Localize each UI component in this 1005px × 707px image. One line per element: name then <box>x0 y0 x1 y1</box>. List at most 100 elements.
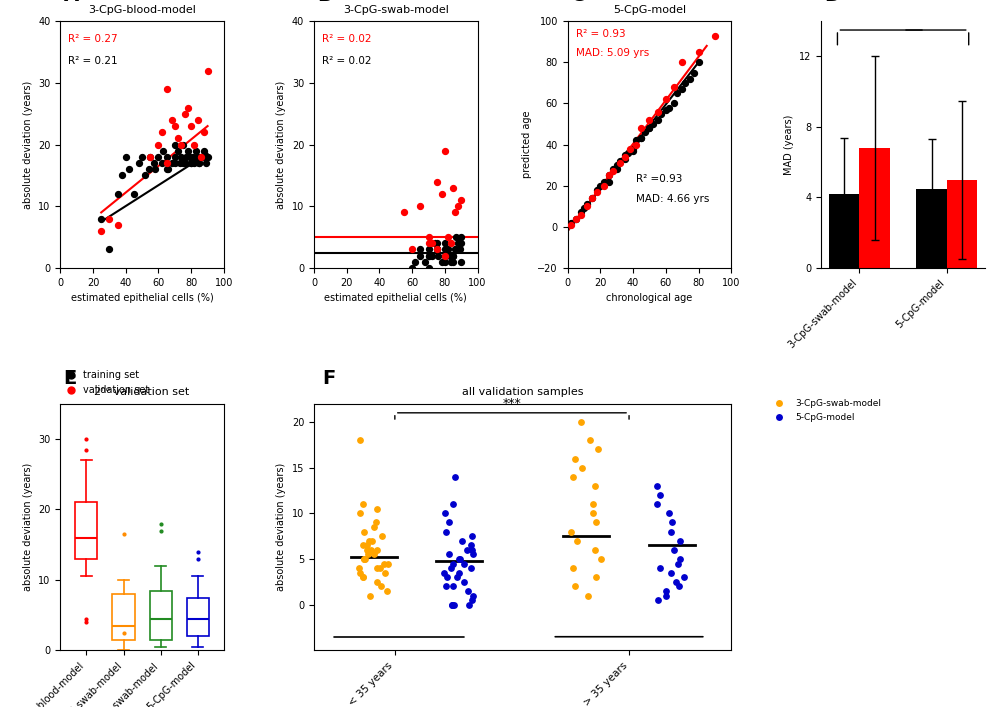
Legend: training set, validation set: training set, validation set <box>57 367 154 399</box>
Point <box>451 554 467 565</box>
Point <box>566 563 582 574</box>
Point <box>450 238 466 249</box>
Point <box>450 567 466 578</box>
Point <box>160 163 176 175</box>
Point <box>173 151 189 163</box>
Point <box>187 139 203 151</box>
Point <box>154 127 170 138</box>
Point <box>442 250 458 262</box>
Point <box>563 217 579 228</box>
Point <box>190 115 206 126</box>
Point <box>605 163 621 175</box>
Point <box>355 572 371 583</box>
Point <box>93 213 110 224</box>
Point <box>568 581 584 592</box>
Point <box>102 244 118 255</box>
Point <box>628 139 644 151</box>
Point <box>677 77 693 88</box>
Title: 3-CpG-blood-model: 3-CpG-blood-model <box>88 5 196 15</box>
Text: R² =0.93: R² =0.93 <box>636 174 682 185</box>
Point <box>167 120 183 132</box>
Point <box>667 576 683 588</box>
Bar <box>829 194 859 268</box>
Point <box>151 139 167 151</box>
Point <box>183 120 199 132</box>
Point <box>600 176 616 187</box>
Point <box>359 544 375 556</box>
Point <box>366 521 382 532</box>
Point <box>671 554 687 565</box>
Point <box>436 567 452 578</box>
Point <box>609 163 625 175</box>
Point <box>633 122 649 134</box>
Point <box>115 170 131 181</box>
Point <box>147 163 163 175</box>
Point <box>663 526 679 537</box>
Point <box>429 244 445 255</box>
Point <box>407 256 423 267</box>
Point <box>617 149 633 160</box>
Point <box>182 151 198 163</box>
Point <box>674 57 690 68</box>
Text: R² = 0.21: R² = 0.21 <box>68 56 119 66</box>
Point <box>178 151 194 163</box>
Point <box>588 572 604 583</box>
Point <box>198 158 214 169</box>
Point <box>110 219 126 230</box>
Text: R² = 0.02: R² = 0.02 <box>323 33 372 44</box>
Point <box>359 539 375 551</box>
Point <box>438 581 454 592</box>
Point <box>443 256 459 267</box>
Point <box>357 526 373 537</box>
Point <box>187 158 203 169</box>
Point <box>453 194 469 206</box>
Point <box>417 256 433 267</box>
Point <box>664 517 680 528</box>
Point <box>675 572 691 583</box>
Point <box>670 581 686 592</box>
Point <box>463 530 479 542</box>
Point <box>131 158 147 169</box>
Y-axis label: absolute deviation (years): absolute deviation (years) <box>23 463 32 591</box>
Title: 3-CpG-swab-model: 3-CpG-swab-model <box>343 5 448 15</box>
Point <box>377 567 393 578</box>
Point <box>446 599 462 610</box>
Point <box>352 435 368 446</box>
Point <box>657 94 673 105</box>
Point <box>592 180 608 192</box>
Point <box>612 156 628 167</box>
Point <box>180 145 196 156</box>
Point <box>453 238 469 249</box>
Point <box>360 549 376 560</box>
Point <box>580 590 596 601</box>
Point <box>183 158 199 169</box>
Point <box>357 554 373 565</box>
Point <box>172 158 188 169</box>
Point <box>352 567 368 578</box>
Point <box>441 517 457 528</box>
Point <box>579 199 595 210</box>
Point <box>146 158 162 169</box>
Point <box>196 127 212 138</box>
Point <box>440 231 456 243</box>
Point <box>669 88 685 99</box>
Point <box>445 250 461 262</box>
Text: ***: *** <box>502 397 522 410</box>
Point <box>364 544 380 556</box>
Point <box>156 145 172 156</box>
Point <box>437 250 453 262</box>
Point <box>372 563 388 574</box>
Point <box>443 563 459 574</box>
Point <box>446 206 462 218</box>
Point <box>451 244 467 255</box>
Point <box>138 170 154 181</box>
Point <box>662 567 678 578</box>
Point <box>193 151 209 163</box>
Point <box>437 244 453 255</box>
Point <box>649 115 665 126</box>
Point <box>612 158 628 169</box>
Point <box>118 151 134 163</box>
Point <box>453 535 469 547</box>
X-axis label: estimated epithelial cells (%): estimated epithelial cells (%) <box>70 293 213 303</box>
Point <box>617 151 633 163</box>
